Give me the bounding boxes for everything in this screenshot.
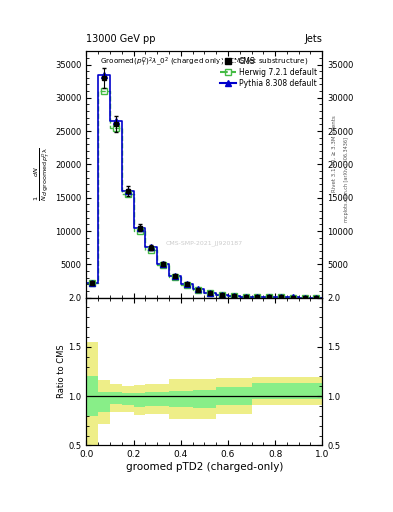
X-axis label: groomed pTD2 (charged-only): groomed pTD2 (charged-only) (126, 462, 283, 472)
Text: CMS-SMP-2021_JJ920187: CMS-SMP-2021_JJ920187 (166, 241, 243, 246)
Text: Rivet 3.1.10, ≥ 3.3M events: Rivet 3.1.10, ≥ 3.3M events (332, 115, 337, 192)
Bar (252, 383, 322, 399)
Legend: CMS, Herwig 7.2.1 default, Pythia 8.308 default: CMS, Herwig 7.2.1 default, Pythia 8.308 … (217, 53, 320, 91)
Bar (110, 392, 122, 404)
Text: Jets: Jets (305, 33, 322, 44)
Text: mcplots.cern.ch [arXiv:1306.3436]: mcplots.cern.ch [arXiv:1306.3436] (344, 137, 349, 222)
Text: 13000 GeV pp: 13000 GeV pp (86, 33, 156, 44)
Bar (216, 378, 252, 414)
Y-axis label: Ratio to CMS: Ratio to CMS (57, 345, 66, 398)
Bar (98, 392, 110, 412)
Bar (169, 379, 193, 419)
Bar (98, 380, 110, 424)
Bar (110, 385, 122, 412)
Bar (169, 391, 193, 407)
Bar (86, 342, 98, 451)
Bar (134, 393, 145, 407)
Bar (145, 392, 169, 406)
Bar (193, 390, 216, 408)
Text: Groomed$(p_T^D)^2\lambda\_0^2$ (charged only) (CMS jet substructure): Groomed$(p_T^D)^2\lambda\_0^2$ (charged … (100, 56, 309, 70)
Bar (86, 376, 98, 416)
Y-axis label: $\frac{1}{N}\frac{dN}{d\,\mathrm{groomed}\,p_T^D\mathrm{\lambda}}$: $\frac{1}{N}\frac{dN}{d\,\mathrm{groomed… (33, 147, 52, 201)
Bar (122, 393, 134, 405)
Bar (216, 387, 252, 405)
Bar (145, 385, 169, 414)
Bar (252, 377, 322, 405)
Bar (122, 386, 134, 412)
Bar (193, 379, 216, 419)
Bar (134, 386, 145, 415)
